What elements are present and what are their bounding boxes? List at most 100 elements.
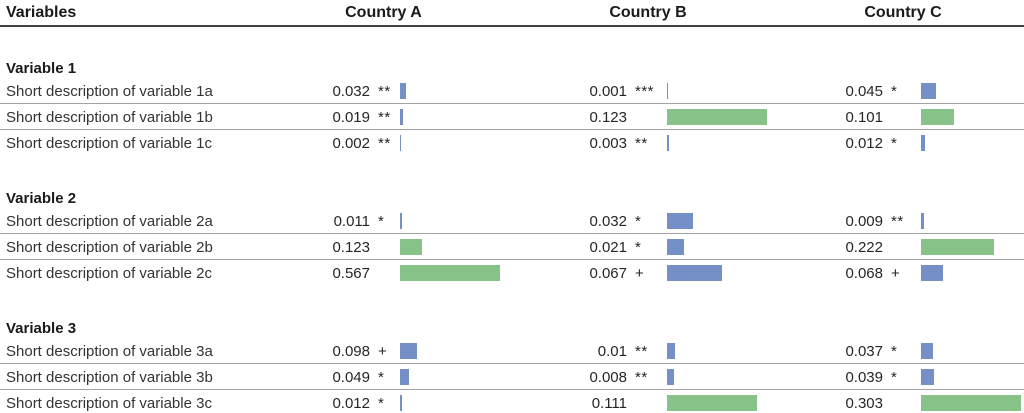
significance-marker: * bbox=[635, 238, 642, 256]
group-title-variable-2: Variable 2 bbox=[6, 190, 77, 207]
value-cell: 0.222 bbox=[845, 238, 883, 256]
table-row: Short description of variable 2c 0.567 0… bbox=[0, 260, 1024, 286]
row-label: Short description of variable 2a bbox=[6, 212, 213, 230]
data-bar-cell bbox=[667, 104, 767, 130]
significance-marker: ** bbox=[635, 134, 648, 152]
row-label: Short description of variable 2b bbox=[6, 238, 213, 256]
value-cell: 0.039 bbox=[845, 368, 883, 386]
data-bar-cell bbox=[921, 390, 1021, 413]
row-label: Short description of variable 3b bbox=[6, 368, 213, 386]
data-bar-cell bbox=[400, 78, 500, 104]
data-bar bbox=[921, 135, 925, 151]
data-bar-cell bbox=[921, 208, 1021, 234]
data-bar-cell bbox=[921, 130, 1021, 156]
data-bar-cell bbox=[667, 260, 767, 286]
value-cell: 0.068 bbox=[845, 264, 883, 282]
row-label: Short description of variable 1a bbox=[6, 82, 213, 100]
data-bar-cell bbox=[400, 260, 500, 286]
value-cell: 0.012 bbox=[845, 134, 883, 152]
country-a-column-header: Country A bbox=[345, 3, 422, 21]
data-bar-cell bbox=[667, 364, 767, 390]
row-label: Short description of variable 3c bbox=[6, 394, 212, 412]
data-bar bbox=[400, 395, 403, 411]
data-bar bbox=[400, 239, 422, 255]
data-bar-cell bbox=[667, 338, 767, 364]
data-bar-cell bbox=[667, 78, 767, 104]
significance-marker: ** bbox=[378, 82, 391, 100]
significance-marker: ** bbox=[635, 342, 648, 360]
value-cell: 0.101 bbox=[845, 108, 883, 126]
data-bar bbox=[921, 265, 944, 281]
table-row: Short description of variable 1c 0.002 *… bbox=[0, 130, 1024, 156]
data-bar bbox=[400, 213, 402, 229]
significance-marker: ** bbox=[635, 368, 648, 386]
data-bar bbox=[400, 369, 409, 385]
table-row: Short description of variable 3c 0.012 *… bbox=[0, 390, 1024, 413]
value-cell: 0.01 bbox=[597, 342, 627, 360]
row-label: Short description of variable 2c bbox=[6, 264, 212, 282]
significance-marker: * bbox=[891, 82, 898, 100]
data-bar-cell bbox=[921, 338, 1021, 364]
row-label: Short description of variable 3a bbox=[6, 342, 213, 360]
value-cell: 0.111 bbox=[591, 394, 627, 412]
data-bar-cell bbox=[921, 364, 1021, 390]
data-bar bbox=[667, 239, 685, 255]
data-bar-cell bbox=[400, 104, 500, 130]
table-row: Short description of variable 2a 0.011 *… bbox=[0, 208, 1024, 234]
value-cell: 0.037 bbox=[845, 342, 883, 360]
data-bar bbox=[400, 343, 418, 359]
data-bar bbox=[400, 265, 500, 281]
data-bar bbox=[667, 135, 670, 151]
table-row: Short description of variable 2b 0.123 0… bbox=[0, 234, 1024, 260]
data-bar-cell bbox=[400, 130, 500, 156]
significance-marker: ** bbox=[378, 134, 391, 152]
data-bar bbox=[921, 395, 1021, 411]
significance-marker: * bbox=[891, 134, 898, 152]
variables-column-header: Variables bbox=[6, 3, 77, 21]
value-cell: 0.021 bbox=[589, 238, 627, 256]
value-cell: 0.019 bbox=[332, 108, 370, 126]
data-bar-cell bbox=[667, 390, 767, 413]
significance-marker: + bbox=[891, 264, 901, 282]
data-bar bbox=[921, 213, 924, 229]
value-cell: 0.003 bbox=[589, 134, 627, 152]
data-bar-cell bbox=[667, 208, 767, 234]
data-bar bbox=[667, 395, 758, 411]
value-cell: 0.008 bbox=[589, 368, 627, 386]
data-bar bbox=[400, 109, 404, 125]
data-bar-cell bbox=[921, 260, 1021, 286]
data-bar-cell bbox=[921, 234, 1021, 260]
data-bar bbox=[921, 343, 934, 359]
data-bar-cell bbox=[400, 390, 500, 413]
table-header-row: Variables Country A Country B Country C bbox=[0, 0, 1024, 27]
value-cell: 0.032 bbox=[589, 212, 627, 230]
section-gap bbox=[0, 27, 1024, 56]
significance-marker: * bbox=[891, 368, 898, 386]
data-bar-cell bbox=[400, 234, 500, 260]
data-bar bbox=[921, 109, 955, 125]
country-b-column-header: Country B bbox=[609, 3, 687, 21]
data-bar-cell bbox=[400, 208, 500, 234]
value-cell: 0.098 bbox=[332, 342, 370, 360]
data-bar bbox=[667, 213, 693, 229]
table-row: Short description of variable 1a 0.032 *… bbox=[0, 78, 1024, 104]
significance-marker: * bbox=[378, 368, 385, 386]
row-label: Short description of variable 1b bbox=[6, 108, 213, 126]
significance-marker: ** bbox=[378, 108, 391, 126]
data-bar bbox=[667, 109, 767, 125]
value-cell: 0.009 bbox=[845, 212, 883, 230]
significance-marker: * bbox=[891, 342, 898, 360]
value-cell: 0.012 bbox=[332, 394, 370, 412]
data-bar-cell bbox=[400, 364, 500, 390]
value-cell: 0.002 bbox=[332, 134, 370, 152]
significance-marker: * bbox=[635, 212, 642, 230]
significance-marker: ** bbox=[891, 212, 904, 230]
significance-marker: + bbox=[378, 342, 388, 360]
value-cell: 0.123 bbox=[589, 108, 627, 126]
data-bar bbox=[921, 239, 995, 255]
data-bar bbox=[667, 83, 668, 99]
section-gap bbox=[0, 286, 1024, 316]
data-bar bbox=[667, 369, 674, 385]
value-cell: 0.067 bbox=[589, 264, 627, 282]
